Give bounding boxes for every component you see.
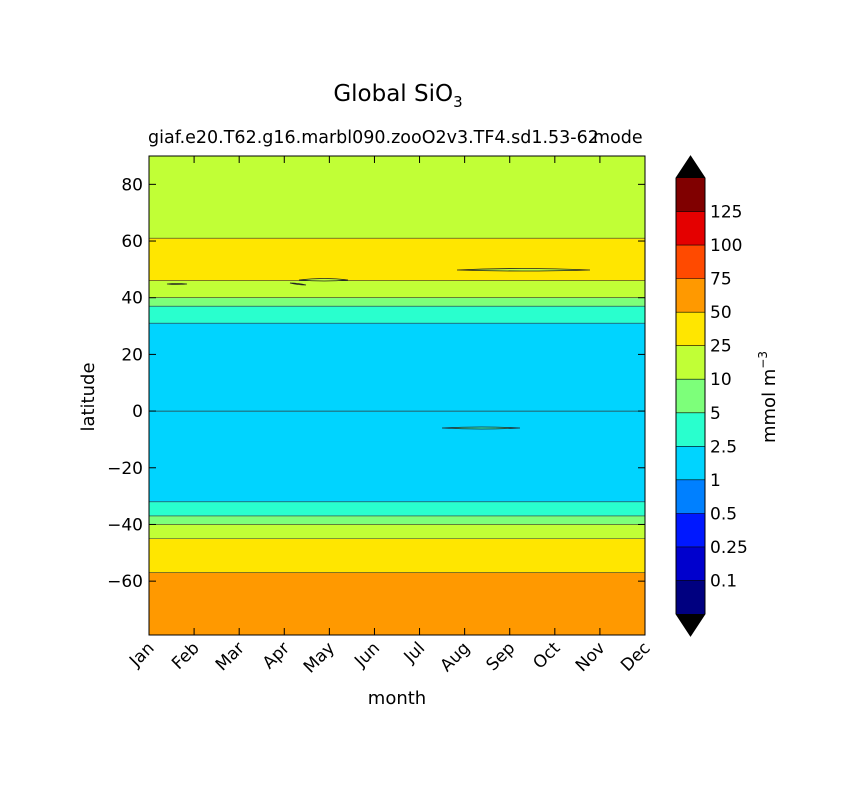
x-tick-label: Apr [259,638,294,673]
chart-title: Global SiO3 [333,81,462,111]
colorbar-extend-min [676,614,705,636]
colorbar-segment-10 [676,245,705,279]
colorbar-level-label: 10 [710,370,732,390]
colorbar-segment-6 [676,379,705,413]
contour-patch-aug-sep-6s [441,426,521,430]
x-tick-label: Jun [350,638,384,672]
contour-band-9 [149,538,645,573]
x-tick-label: Feb [168,638,203,673]
colorbar-label-superscript: −3 [756,351,770,369]
colorbar: 0.1 0.25 0.5 1 2.5 5 10 25 50 75 100 125 [675,155,748,637]
colorbar-segment-0 [676,580,705,614]
colorbar-segment-12 [676,178,705,212]
contour-band-7 [149,515,645,525]
y-tick-label: −20 [107,459,143,479]
colorbar-extend-max [676,156,705,178]
colorbar-level-label: 100 [710,236,742,256]
colorbar-label: mmol m−3 [756,351,780,443]
x-tick-label: Mar [212,638,249,675]
colorbar-outline [675,155,706,637]
contour-band-0 [149,156,645,239]
chart-subtitle-overlap: mode [593,128,643,148]
y-tick-label: 40 [121,289,143,309]
contour-band-2 [149,280,645,298]
colorbar-level-label: 1 [710,471,721,491]
y-tick-label: −60 [107,572,143,592]
y-tick-label: 0 [132,402,143,422]
colorbar-segment-9 [676,278,705,313]
x-axis-label: month [368,688,426,709]
x-tick-label: Jul [400,638,429,667]
contour-band-1 [149,238,645,281]
chart-subtitle: giaf.e20.T62.g16.marbl090.zooO2v3.TF4.sd… [148,128,599,148]
x-tick-label: Nov [572,638,610,676]
plot-area: 80 60 40 20 0 −20 −40 −60 Jan Feb Mar Apr May Jun Jul… [107,155,655,677]
colorbar-segment-3 [676,479,705,514]
contour-patch-aug-sep-50n [456,268,591,272]
colorbar-level-label: 0.25 [710,538,748,558]
contour-features [166,268,591,430]
y-tick-label: −40 [107,515,143,535]
colorbar-segment-1 [676,546,705,581]
x-tick-label: Dec [617,638,654,675]
contour-band-10 [149,572,645,635]
colorbar-segment-4 [676,446,705,480]
y-axis-label: latitude [78,362,99,431]
colorbar-label-text: mmol m [759,369,780,443]
colorbar-level-label: 2.5 [710,437,737,457]
contour-band-3 [149,297,645,307]
y-tick-label: 20 [121,345,143,365]
colorbar-segment-11 [676,211,705,246]
colorbar-segment-8 [676,312,705,346]
x-tick-label: Oct [529,638,564,673]
colorbar-segment-7 [676,345,705,380]
y-tick-label: 60 [121,232,143,252]
y-axis-ticks: 80 60 40 20 0 −20 −40 −60 [107,175,645,592]
colorbar-level-label: 75 [710,270,732,290]
contour-bands [149,156,645,635]
contour-patch-feb-45n [166,283,188,285]
contour-band-8 [149,524,645,539]
colorbar-level-label: 0.5 [710,504,737,524]
colorbar-segment-5 [676,412,705,447]
x-tick-label: Aug [437,638,475,676]
colorbar-level-label: 50 [710,303,732,323]
contour-patch-apr-may-45n [289,282,307,286]
x-tick-label: Jan [125,638,158,671]
contour-band-5 [149,323,645,502]
contour-band-6 [149,501,645,516]
plot-frame [148,155,646,636]
colorbar-segment-2 [676,513,705,547]
x-tick-label: Sep [482,638,519,675]
contour-band-4 [149,306,645,324]
contour-lines [149,237,645,573]
chart-title-text: Global SiO [333,81,453,107]
colorbar-level-label: 0.1 [710,571,737,591]
colorbar-level-label: 125 [710,203,742,223]
chart-title-subscript: 3 [453,93,463,111]
x-tick-label: May [300,638,339,677]
contour-patch-may-jun-47n [298,278,349,282]
colorbar-level-label: 25 [710,337,732,357]
y-tick-label: 80 [121,175,143,195]
colorbar-level-label: 5 [710,404,721,424]
